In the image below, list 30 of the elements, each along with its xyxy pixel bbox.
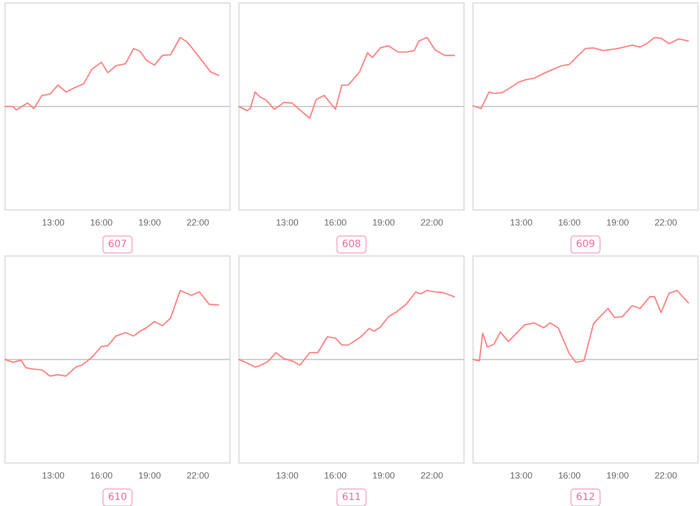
text: 612 [576,492,596,503]
x-tick-label: 13:00 [42,217,64,228]
x-tick-label: 22:00 [420,470,444,480]
x-tick-label: 16:00 [558,470,581,480]
x-tick-label: 16:00 [324,470,347,480]
x-tick-label: 22:00 [186,217,210,228]
x-tick-label: 13:00 [276,217,298,228]
text: 609 [576,239,596,250]
text: 610 [108,492,128,503]
x-tick-label: 19:00 [372,470,395,480]
text: 607 [108,239,128,250]
x-tick-label: 19:00 [138,470,161,480]
x-tick-label: 19:00 [606,470,629,480]
x-tick-label: 13:00 [510,217,532,228]
x-tick-label: 16:00 [90,217,113,228]
text: 611 [342,492,362,503]
x-tick-label: 13:00 [510,470,532,480]
x-tick-label: 19:00 [138,217,161,228]
x-tick-label: 22:00 [654,470,678,480]
x-tick-label: 16:00 [324,217,347,228]
x-tick-label: 19:00 [606,217,629,228]
x-tick-label: 19:00 [372,217,395,228]
x-tick-label: 22:00 [186,470,210,480]
x-tick-label: 13:00 [276,470,298,480]
text: 608 [342,239,362,250]
x-tick-label: 16:00 [90,470,113,480]
x-tick-label: 16:00 [558,217,581,228]
x-tick-label: 22:00 [420,217,444,228]
x-tick-label: 13:00 [42,470,64,480]
x-tick-label: 22:00 [654,217,678,228]
